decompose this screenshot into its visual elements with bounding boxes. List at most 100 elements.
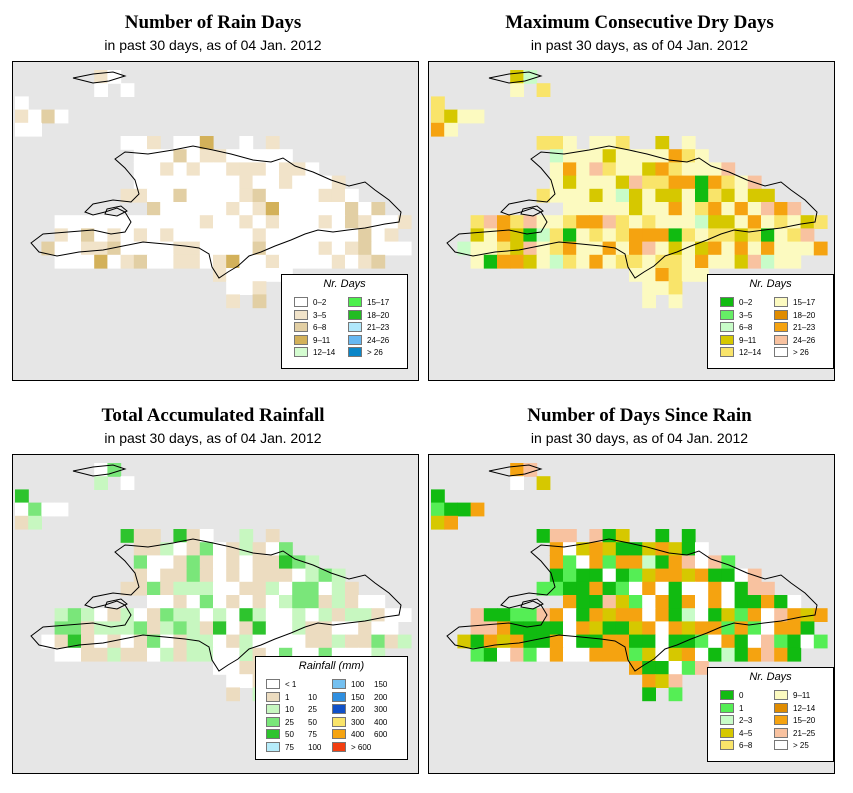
grid-cell bbox=[774, 241, 788, 256]
grid-cell bbox=[470, 621, 485, 636]
grid-cell bbox=[708, 254, 722, 269]
grid-cell bbox=[668, 621, 683, 636]
map-frame bbox=[12, 61, 419, 381]
legend-label: 6–8 bbox=[739, 741, 753, 750]
grid-cell bbox=[292, 568, 306, 583]
legend-swatch bbox=[774, 690, 788, 700]
grid-cell bbox=[213, 215, 227, 229]
grid-cell bbox=[226, 228, 240, 243]
grid-cell bbox=[120, 228, 135, 243]
grid-cell bbox=[199, 581, 214, 596]
grid-cell bbox=[510, 647, 524, 662]
grid-cell bbox=[563, 215, 577, 229]
grid-cell bbox=[695, 595, 709, 609]
grid-cell bbox=[721, 202, 736, 216]
grid-cell bbox=[226, 661, 240, 675]
grid-cell bbox=[331, 188, 346, 203]
grid-cell bbox=[536, 83, 551, 97]
grid-cell bbox=[642, 228, 656, 243]
panel-max-dry-days: Maximum Consecutive Dry Days in past 30 … bbox=[426, 0, 853, 393]
grid-cell bbox=[563, 581, 577, 596]
grid-cell bbox=[695, 162, 709, 177]
grid-cell bbox=[431, 489, 445, 504]
grid-cell bbox=[186, 175, 201, 190]
grid-cell bbox=[226, 294, 240, 309]
grid-cell bbox=[107, 241, 122, 256]
grid-cell bbox=[226, 215, 240, 229]
grid-cell bbox=[629, 202, 643, 216]
grid-cell bbox=[642, 608, 656, 622]
grid-cell bbox=[305, 254, 320, 269]
grid-cell bbox=[642, 175, 656, 190]
grid-cell bbox=[252, 162, 267, 177]
grid-cell bbox=[133, 149, 148, 163]
grid-cell bbox=[536, 608, 551, 622]
grid-cell bbox=[120, 647, 135, 662]
grid-cell bbox=[226, 568, 240, 583]
grid-cell bbox=[239, 136, 254, 150]
grid-cell bbox=[774, 254, 788, 269]
grid-cell bbox=[576, 202, 590, 216]
grid-cell bbox=[787, 647, 802, 662]
grid-cell bbox=[695, 608, 709, 622]
grid-cell bbox=[345, 581, 359, 596]
grid-cell bbox=[239, 542, 254, 556]
grid-cell bbox=[147, 136, 161, 150]
grid-cell bbox=[239, 621, 254, 636]
grid-cell bbox=[305, 228, 320, 243]
grid-cell bbox=[483, 228, 498, 243]
legend-label: 24–26 bbox=[367, 335, 390, 345]
grid-cell bbox=[734, 647, 749, 662]
grid-cell bbox=[549, 647, 564, 662]
legend-label: > 25 bbox=[793, 741, 809, 750]
grid-cell bbox=[615, 568, 630, 583]
grid-cell bbox=[483, 254, 498, 269]
grid-cell bbox=[239, 568, 254, 583]
grid-cell bbox=[734, 202, 749, 216]
grid-cell bbox=[147, 542, 161, 556]
grid-cell bbox=[239, 202, 254, 216]
map-canvas bbox=[15, 70, 412, 309]
grid-cell bbox=[655, 542, 670, 556]
grid-cell bbox=[173, 175, 188, 190]
grid-cell bbox=[305, 568, 320, 583]
coastline-gonave-island bbox=[104, 205, 128, 217]
grid-cell bbox=[747, 634, 762, 649]
grid-cell bbox=[747, 608, 762, 622]
grid-cell bbox=[147, 241, 161, 256]
grid-cell bbox=[668, 281, 683, 295]
grid-cell bbox=[457, 502, 472, 517]
grid-cell bbox=[94, 215, 108, 229]
legend-label: 75 bbox=[308, 730, 317, 739]
grid-cell bbox=[67, 621, 82, 636]
grid-cell bbox=[160, 568, 174, 583]
grid-cell bbox=[318, 595, 333, 609]
grid-cell bbox=[721, 175, 736, 190]
grid-cell bbox=[483, 608, 498, 622]
grid-cell bbox=[199, 555, 214, 570]
grid-cell bbox=[292, 188, 306, 203]
grid-cell bbox=[655, 149, 670, 163]
grid-cell bbox=[186, 241, 201, 256]
grid-cell bbox=[397, 241, 412, 256]
grid-cell bbox=[761, 621, 775, 636]
grid-cell bbox=[457, 109, 472, 124]
grid-cell bbox=[160, 555, 174, 570]
grid-cell bbox=[563, 254, 577, 269]
grid-cell bbox=[681, 529, 696, 543]
grid-cell bbox=[483, 647, 498, 662]
grid-cell bbox=[602, 542, 617, 556]
legend-label: 600 bbox=[374, 730, 388, 739]
grid-cell bbox=[173, 555, 188, 570]
grid-cell bbox=[173, 647, 188, 662]
legend-label: 3–5 bbox=[739, 310, 753, 320]
grid-cell bbox=[186, 202, 201, 216]
grid-cell bbox=[226, 162, 240, 177]
grid-cell bbox=[173, 254, 188, 269]
grid-cell bbox=[292, 595, 306, 609]
grid-cell bbox=[734, 634, 749, 649]
coastline-tortuga-island bbox=[72, 464, 127, 477]
grid-cell bbox=[668, 268, 683, 282]
grid-cell bbox=[279, 175, 293, 190]
grid-cell bbox=[470, 502, 485, 517]
